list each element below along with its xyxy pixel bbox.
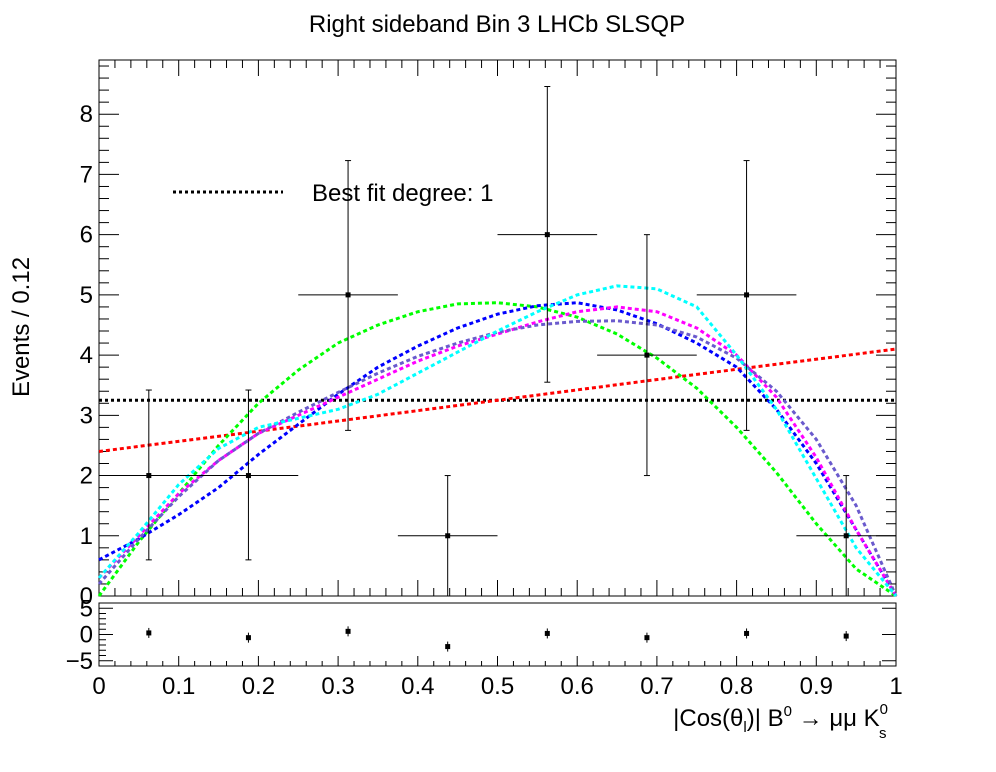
ratio-marker: [744, 630, 750, 636]
x-tick-label: 0.3: [321, 673, 354, 700]
y-tick-label: 5: [80, 282, 93, 309]
ratio-tick-label: 5: [80, 595, 93, 622]
x-tick-label: 0.1: [162, 673, 195, 700]
ratio-marker: [345, 628, 351, 634]
x-label-sup-0b: 0: [880, 701, 888, 718]
x-label-mid: )| B: [747, 705, 784, 732]
y-tick-label: 1: [80, 523, 93, 550]
ratio-points: [146, 626, 849, 652]
data-marker: [544, 232, 550, 238]
y-tick-label: 4: [80, 342, 93, 369]
x-label-sup-0a: 0: [784, 703, 792, 720]
x-tick-label: 1: [889, 673, 902, 700]
y-tick-label: 8: [80, 101, 93, 128]
fit-curves: [97, 284, 898, 598]
fit-curve-blue-dashed: [98, 301, 898, 597]
chart-title: Right sideband Bin 3 LHCb SLSQP: [309, 11, 685, 38]
x-tick-label: 0.4: [401, 673, 434, 700]
ratio-tick-label: −5: [66, 648, 93, 675]
x-tick-label: 0.8: [720, 673, 753, 700]
data-marker: [644, 352, 650, 358]
x-axis-ticks: 0 0.1 0.2 0.3 0.4 0.5 0.6 0.7 0.8 0.9 1: [92, 60, 903, 700]
x-label-sub-l: l: [743, 719, 746, 736]
ratio-marker: [644, 635, 650, 641]
x-tick-label: 0: [92, 673, 105, 700]
fit-curve-cyan-dashed: [97, 284, 898, 597]
data-marker: [245, 473, 251, 479]
x-label-sub-s: s: [879, 725, 887, 742]
ratio-marker: [445, 644, 451, 650]
ratio-marker: [146, 630, 152, 636]
data-marker: [345, 292, 351, 298]
fit-curve-red-dashed: [98, 347, 897, 453]
y-tick-label: 2: [80, 463, 93, 490]
ratio-marker: [843, 633, 849, 639]
data-marker: [146, 473, 152, 479]
x-tick-label: 0.7: [640, 673, 673, 700]
x-tick-label: 0.6: [561, 673, 594, 700]
y-tick-label: 6: [80, 222, 93, 249]
ratio-marker: [544, 630, 550, 636]
main-plot-frame: [98, 59, 897, 597]
fit-curve-green-dashed: [97, 301, 897, 598]
x-tick-label: 0.9: [800, 673, 833, 700]
y-tick-label: 0: [80, 583, 93, 610]
legend-label: Best fit degree: 1: [312, 180, 493, 207]
data-marker: [744, 292, 750, 298]
x-tick-label: 0.5: [481, 673, 514, 700]
y-tick-label: 3: [80, 402, 93, 429]
x-label-pre: |Cos(θ: [673, 705, 743, 732]
ratio-marker: [245, 635, 251, 641]
data-marker: [445, 533, 451, 539]
fit-curve-slateblue-dashed: [97, 319, 898, 597]
data-points: [99, 85, 896, 597]
ratio-tick-label: 0: [80, 622, 93, 649]
fit-curve-magenta-dashed: [97, 305, 898, 597]
y-axis-ticks: 0 1 2 3 4 5 6 7 8: [80, 65, 896, 610]
x-axis-label: |Cos(θl)| B0 → μμ K0 s: [673, 701, 888, 742]
x-label-arrow: → μμ K: [792, 705, 880, 732]
y-tick-label: 7: [80, 161, 93, 188]
y-axis-label: Events / 0.12: [8, 257, 35, 397]
ratio-axis-ticks: 50−5: [66, 595, 896, 675]
legend: Best fit degree: 1: [173, 180, 493, 207]
data-marker: [843, 533, 849, 539]
x-tick-label: 0.2: [242, 673, 275, 700]
